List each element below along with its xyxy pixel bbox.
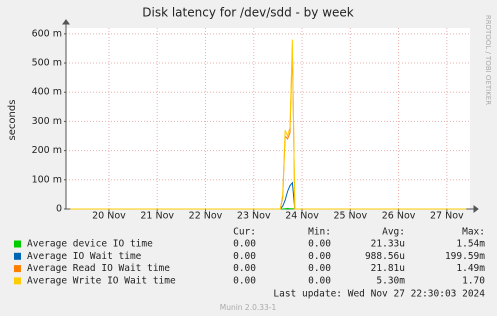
legend-swatch xyxy=(14,277,21,285)
legend-header: Cur: xyxy=(233,227,256,238)
last-update: Last update: Wed Nov 27 22:30:03 2024 xyxy=(273,289,485,300)
legend-label: Average device IO time xyxy=(27,239,153,250)
y-tick-label: 600 m xyxy=(32,28,62,39)
x-tick-label: 24 Nov xyxy=(285,211,319,222)
legend-stat: 0.00 xyxy=(308,263,331,274)
chart-title: Disk latency for /dev/sdd - by week xyxy=(142,6,354,20)
side-text: RRDTOOL / TOBI OETIKER xyxy=(484,15,492,105)
legend-stat: 199.59m xyxy=(445,251,485,262)
legend-stat: 21.33u xyxy=(371,239,405,250)
y-tick-label: 100 m xyxy=(32,174,62,185)
footer: Munin 2.0.33-1 xyxy=(220,303,277,312)
legend-stat: 0.00 xyxy=(308,275,331,286)
legend-stat: 0.00 xyxy=(233,251,256,262)
legend-swatch xyxy=(14,240,21,248)
x-tick-label: 25 Nov xyxy=(333,211,367,222)
y-tick-label: 500 m xyxy=(32,58,62,69)
y-tick-label: 400 m xyxy=(32,87,62,98)
x-tick-label: 27 Nov xyxy=(430,211,464,222)
y-axis-label: seconds xyxy=(7,100,18,141)
plot-area xyxy=(66,28,470,209)
x-tick-label: 22 Nov xyxy=(189,211,223,222)
legend-stat: 0.00 xyxy=(233,263,256,274)
x-tick-label: 26 Nov xyxy=(382,211,416,222)
legend-stat: 0.00 xyxy=(233,275,256,286)
y-axis xyxy=(62,19,70,209)
legend-stat: 0.00 xyxy=(308,251,331,262)
x-tick-label: 20 Nov xyxy=(92,211,126,222)
legend-label: Average Write IO Wait time xyxy=(27,275,176,286)
legend-stat: 21.81u xyxy=(371,263,405,274)
legend-stat: 1.49m xyxy=(456,263,485,274)
x-tick-label: 21 Nov xyxy=(140,211,174,222)
y-tick-label: 0 xyxy=(56,204,62,215)
legend-stat: 0.00 xyxy=(308,239,331,250)
legend-stat: 5.30m xyxy=(376,275,405,286)
legend-label: Average IO Wait time xyxy=(27,251,142,262)
legend-label: Average Read IO Wait time xyxy=(27,263,170,274)
legend-stat: 1.70 xyxy=(462,275,485,286)
legend-stat: 988.56u xyxy=(365,251,405,262)
y-tick-label: 200 m xyxy=(32,145,62,156)
legend-header: Min: xyxy=(308,227,331,238)
legend-swatch xyxy=(14,265,21,273)
legend-header: Max: xyxy=(462,227,485,238)
legend-stat: 1.54m xyxy=(456,239,485,250)
legend-stat: 0.00 xyxy=(233,239,256,250)
legend-swatch xyxy=(14,252,21,260)
series-line xyxy=(70,39,467,210)
x-tick-label: 23 Nov xyxy=(237,211,271,222)
legend-header: Avg: xyxy=(382,227,405,238)
y-tick-label: 300 m xyxy=(32,116,62,127)
